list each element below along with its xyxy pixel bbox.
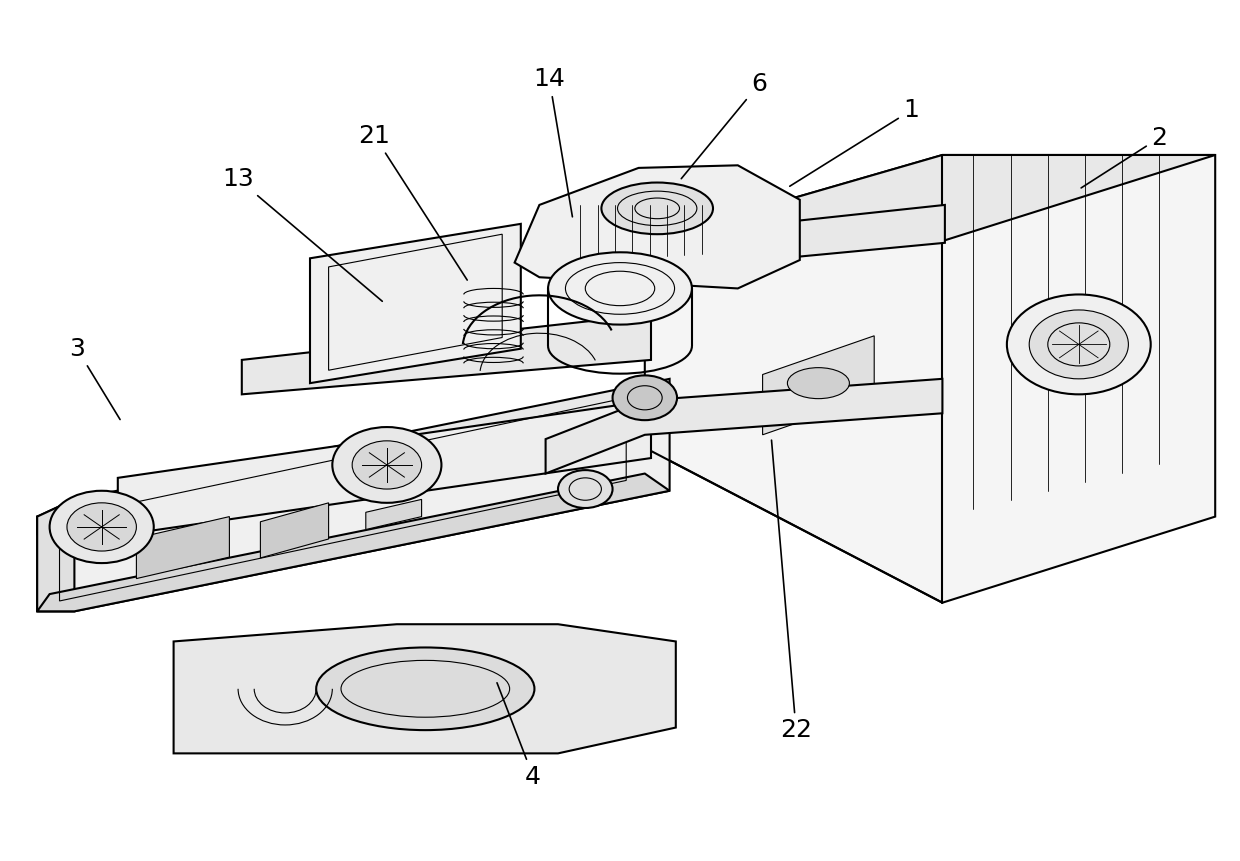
Text: 4: 4 [497,683,541,789]
Polygon shape [136,517,229,579]
Polygon shape [37,474,670,611]
Polygon shape [546,379,942,474]
Circle shape [1007,294,1151,394]
Text: 21: 21 [358,124,467,280]
Polygon shape [37,396,670,611]
Polygon shape [763,336,874,435]
Text: 2: 2 [1081,126,1167,188]
Circle shape [67,503,136,551]
Polygon shape [37,499,74,611]
Circle shape [558,470,613,508]
Ellipse shape [601,183,713,234]
Polygon shape [645,205,945,269]
Polygon shape [118,400,651,536]
Ellipse shape [316,647,534,730]
Circle shape [613,375,677,420]
Polygon shape [515,165,800,288]
Circle shape [50,491,154,563]
Text: 6: 6 [681,72,766,179]
Polygon shape [174,624,676,753]
Circle shape [1029,310,1128,379]
Circle shape [352,441,422,489]
Polygon shape [310,224,521,383]
Text: 3: 3 [69,337,120,419]
Text: 1: 1 [790,98,919,186]
Ellipse shape [548,252,692,325]
Polygon shape [645,155,1215,603]
Circle shape [332,427,441,503]
Polygon shape [645,155,1215,241]
Polygon shape [260,503,329,558]
Polygon shape [242,314,651,394]
Polygon shape [366,499,422,530]
Ellipse shape [787,368,849,399]
Text: 13: 13 [222,167,382,301]
Text: 14: 14 [533,67,573,217]
Text: 22: 22 [771,440,812,742]
Polygon shape [37,379,670,534]
